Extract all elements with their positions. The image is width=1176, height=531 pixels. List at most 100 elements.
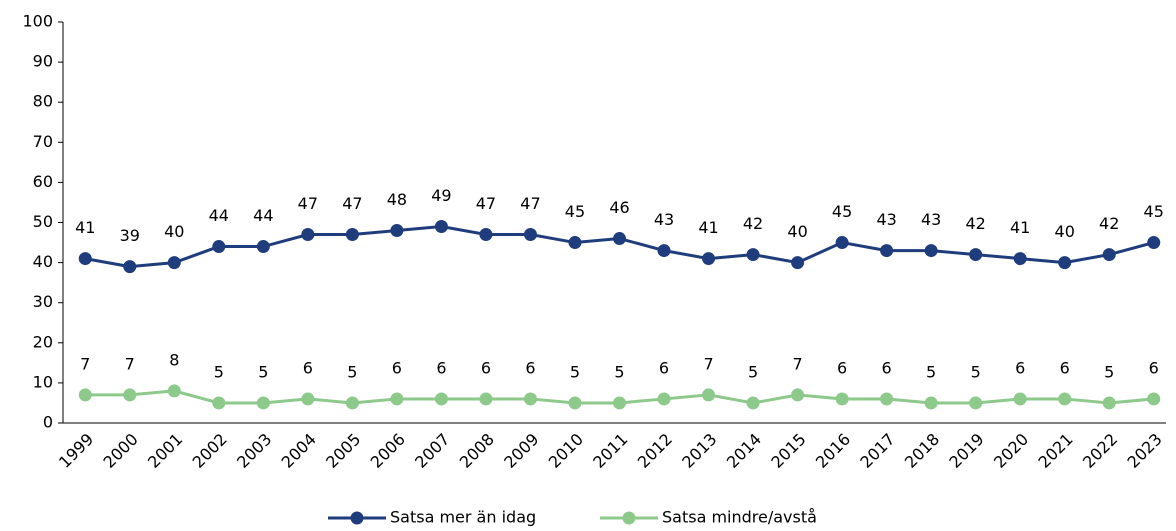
x-tick-label: 2012: [634, 430, 676, 472]
data-point: [345, 396, 359, 410]
data-label: 5: [570, 362, 580, 381]
x-tick-label: 2005: [322, 430, 364, 472]
data-label: 6: [837, 358, 847, 377]
data-point: [434, 220, 448, 234]
data-point: [523, 392, 537, 406]
data-point: [256, 240, 270, 254]
y-tick-label: 80: [33, 92, 53, 111]
data-label: 7: [125, 354, 135, 373]
x-tick-label: 2013: [678, 430, 720, 472]
data-label: 43: [921, 210, 941, 229]
x-tick-label: 2010: [545, 430, 587, 472]
data-label: 45: [1144, 202, 1164, 221]
data-point: [969, 396, 983, 410]
data-label: 42: [743, 214, 763, 233]
y-tick-label: 20: [33, 332, 53, 351]
data-point: [880, 392, 894, 406]
data-label: 6: [1149, 358, 1159, 377]
data-point: [880, 244, 894, 258]
data-point: [568, 236, 582, 250]
data-point: [969, 248, 983, 262]
x-tick-label: 2022: [1079, 430, 1121, 472]
x-tick-label: 2019: [945, 430, 987, 472]
data-point: [702, 388, 716, 402]
data-label: 5: [748, 362, 758, 381]
data-point: [657, 392, 671, 406]
data-label: 41: [1010, 218, 1030, 237]
x-tick-label: 1999: [55, 430, 97, 472]
data-point: [791, 388, 805, 402]
x-tick-label: 2008: [456, 430, 498, 472]
data-point: [78, 252, 92, 266]
data-point: [924, 396, 938, 410]
x-tick-label: 2017: [856, 430, 898, 472]
data-point: [123, 388, 137, 402]
data-label: 6: [436, 358, 446, 377]
data-point: [1102, 396, 1116, 410]
data-point: [212, 396, 226, 410]
x-tick-label: 2006: [367, 430, 409, 472]
data-point: [479, 392, 493, 406]
data-point: [924, 244, 938, 258]
legend-label: Satsa mer än idag: [390, 508, 536, 527]
data-point: [167, 256, 181, 270]
y-tick-label: 70: [33, 132, 53, 151]
y-tick-label: 30: [33, 292, 53, 311]
data-label: 44: [253, 206, 273, 225]
data-label: 8: [169, 350, 179, 369]
data-point: [345, 228, 359, 242]
data-label: 5: [1104, 362, 1114, 381]
x-tick-label: 2023: [1124, 430, 1166, 472]
x-tick-label: 2016: [812, 430, 854, 472]
x-tick-label: 2011: [589, 430, 631, 472]
data-label: 47: [342, 194, 362, 213]
data-point: [835, 236, 849, 250]
data-label: 5: [347, 362, 357, 381]
x-tick-label: 2003: [233, 430, 275, 472]
data-label: 6: [392, 358, 402, 377]
data-point: [212, 240, 226, 254]
data-point: [1013, 252, 1027, 266]
data-point: [791, 256, 805, 270]
data-label: 5: [971, 362, 981, 381]
x-tick-label: 2002: [189, 430, 231, 472]
data-point: [746, 396, 760, 410]
data-label: 6: [1015, 358, 1025, 377]
data-point: [1147, 392, 1161, 406]
data-label: 45: [832, 202, 852, 221]
data-point: [568, 396, 582, 410]
data-label: 40: [1055, 222, 1075, 241]
data-point: [835, 392, 849, 406]
data-label: 40: [164, 222, 184, 241]
data-point: [702, 252, 716, 266]
data-label: 47: [476, 194, 496, 213]
data-label: 6: [1060, 358, 1070, 377]
data-label: 43: [876, 210, 896, 229]
x-tick-label: 2007: [411, 430, 453, 472]
data-label: 5: [926, 362, 936, 381]
y-tick-label: 10: [33, 372, 53, 391]
data-label: 7: [703, 354, 713, 373]
data-point: [390, 392, 404, 406]
data-point: [1058, 392, 1072, 406]
x-tick-label: 2000: [100, 430, 142, 472]
data-label: 45: [565, 202, 585, 221]
data-label: 39: [120, 226, 140, 245]
x-tick-label: 2001: [144, 430, 186, 472]
data-point: [523, 228, 537, 242]
data-label: 46: [609, 198, 629, 217]
data-label: 47: [520, 194, 540, 213]
legend-marker: [350, 511, 364, 525]
y-tick-label: 60: [33, 172, 53, 191]
data-label: 48: [387, 190, 407, 209]
data-label: 5: [258, 362, 268, 381]
data-point: [167, 384, 181, 398]
x-tick-label: 2015: [767, 430, 809, 472]
y-tick-label: 50: [33, 212, 53, 231]
data-point: [1102, 248, 1116, 262]
data-point: [301, 228, 315, 242]
data-label: 6: [525, 358, 535, 377]
data-label: 42: [1099, 214, 1119, 233]
data-label: 41: [698, 218, 718, 237]
data-point: [613, 232, 626, 246]
